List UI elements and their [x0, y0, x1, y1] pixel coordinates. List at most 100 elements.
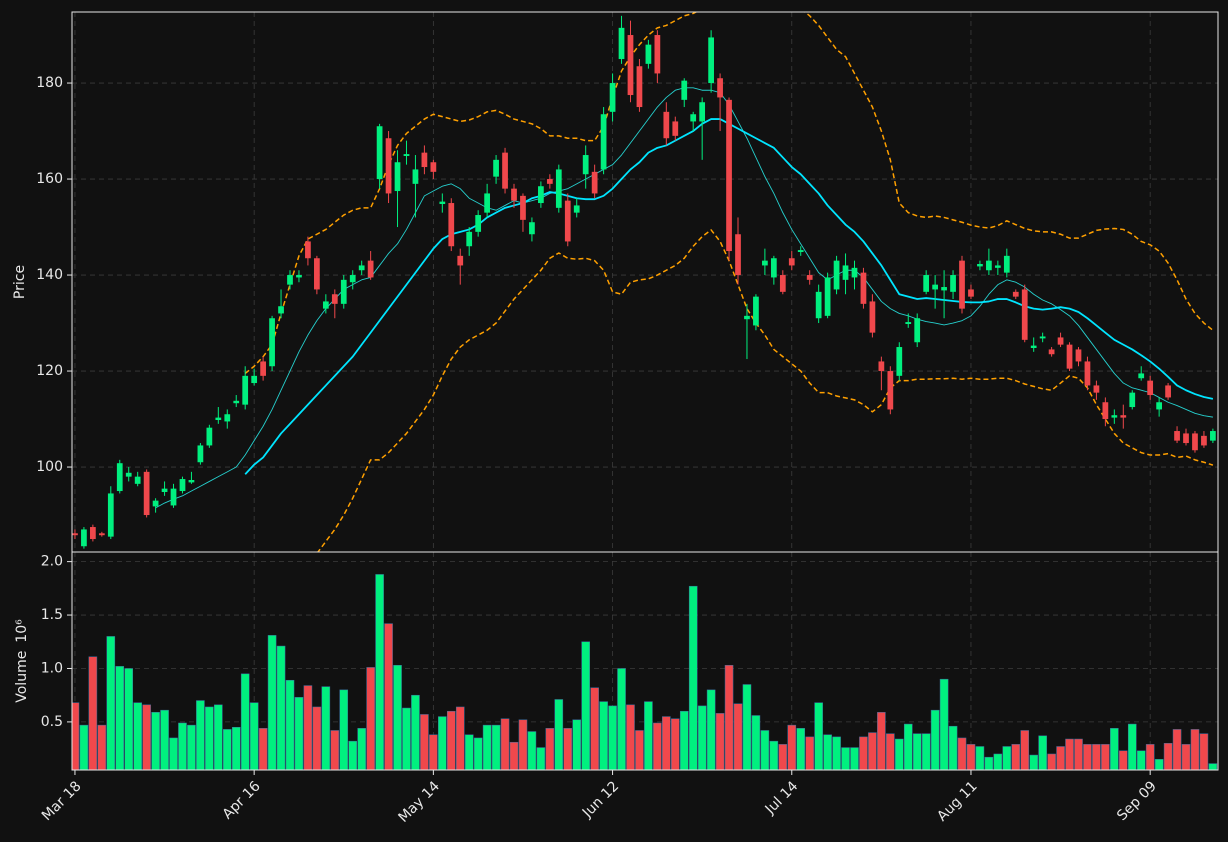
candle-body — [215, 417, 222, 420]
candle-body — [430, 162, 437, 172]
candle-body — [376, 126, 383, 180]
candle-body — [161, 488, 168, 492]
candle-body — [314, 258, 320, 290]
y-tick-label: 1.0 — [41, 660, 63, 676]
volume-bar — [402, 707, 411, 770]
candle-body — [905, 322, 912, 324]
candle-body — [484, 193, 490, 213]
volume-bar — [178, 722, 187, 770]
volume-bar — [79, 724, 89, 770]
candle-body — [511, 188, 517, 201]
volume-bar — [796, 728, 806, 770]
volume-bar — [187, 724, 196, 770]
candle-body — [717, 78, 723, 98]
candle-body — [977, 264, 983, 267]
volume-bar — [491, 724, 501, 770]
volume-bar — [438, 716, 447, 770]
candle-body — [439, 201, 446, 204]
candle-body — [887, 371, 894, 410]
volume-bar — [671, 718, 680, 770]
candle-body — [833, 260, 840, 290]
candle-body — [726, 99, 732, 252]
volume-bar — [429, 734, 438, 770]
volume-bar — [106, 636, 116, 770]
volume-bar — [912, 733, 922, 770]
volume-bar — [527, 731, 537, 770]
volume-bar — [662, 716, 671, 770]
candle-body — [493, 159, 499, 177]
candle-body — [349, 275, 356, 283]
volume-bar — [509, 741, 519, 770]
volume-bar — [285, 679, 295, 770]
volume-bar — [877, 712, 886, 770]
volume-bar — [742, 684, 752, 770]
volume-bar — [1110, 728, 1119, 770]
candle-body — [932, 284, 938, 290]
candle-body — [1012, 291, 1019, 297]
volume-bar — [706, 689, 716, 770]
volume-bar — [626, 704, 635, 770]
volume-bar — [984, 756, 994, 770]
candle-body — [994, 265, 1001, 268]
candle-body — [950, 275, 956, 292]
volume-bar — [1199, 733, 1209, 770]
candle-body — [1084, 361, 1091, 386]
candle-body — [188, 480, 195, 483]
volume-bar — [1181, 744, 1191, 770]
volume-bar — [572, 719, 582, 770]
candle-body — [1174, 431, 1180, 441]
volume-bar — [1127, 723, 1137, 770]
volume-bar — [249, 702, 259, 770]
y-tick-label: 1.5 — [41, 607, 63, 623]
volume-bar — [142, 704, 151, 770]
volume-bar — [312, 706, 322, 770]
volume-bar — [231, 727, 241, 770]
volume-bar — [536, 747, 546, 770]
candle-body — [197, 445, 204, 463]
volume-bar — [590, 687, 599, 770]
volume-bar — [357, 728, 366, 770]
volume-label: Volume — [14, 651, 30, 703]
candle-body — [466, 231, 473, 247]
volume-axis-label: Volume 10⁶ — [14, 619, 30, 703]
candle-body — [305, 241, 311, 259]
volume-bar — [939, 678, 949, 770]
volume-bar — [903, 723, 913, 770]
candle-body — [1075, 349, 1082, 362]
volume-bar — [169, 737, 178, 770]
indicator-line — [244, 12, 1214, 375]
volume-bar — [447, 710, 456, 770]
candle-body — [170, 488, 177, 506]
candle-body — [609, 83, 616, 112]
volume-bar — [563, 728, 573, 770]
volume-bar — [993, 753, 1003, 770]
volume-bar — [393, 665, 402, 770]
volume-bar — [97, 724, 107, 770]
volume-bar — [617, 668, 626, 770]
volume-bar — [724, 665, 734, 770]
candle-body — [340, 279, 347, 304]
volume-bar — [258, 728, 268, 770]
candle-body — [753, 296, 759, 326]
candle-body — [98, 533, 105, 536]
candle-body — [1048, 349, 1055, 355]
candle-body — [260, 361, 266, 376]
y-tick-label: 2.0 — [41, 554, 63, 570]
candle-body — [538, 186, 544, 204]
candle-body — [878, 361, 885, 372]
volume-bar — [294, 697, 304, 770]
volume-bar — [823, 734, 832, 770]
candle-body — [1138, 373, 1145, 379]
candle-body — [1093, 385, 1100, 393]
candle-body — [1021, 289, 1028, 340]
candle-body — [179, 479, 186, 492]
candle-body — [896, 347, 903, 376]
candle-body — [627, 35, 634, 96]
volume-bar — [697, 705, 707, 770]
volume-bar — [679, 710, 689, 770]
candle-body — [475, 215, 482, 232]
volume-bar — [948, 725, 958, 770]
volume-bar — [1092, 744, 1101, 770]
candle-body — [224, 414, 231, 422]
